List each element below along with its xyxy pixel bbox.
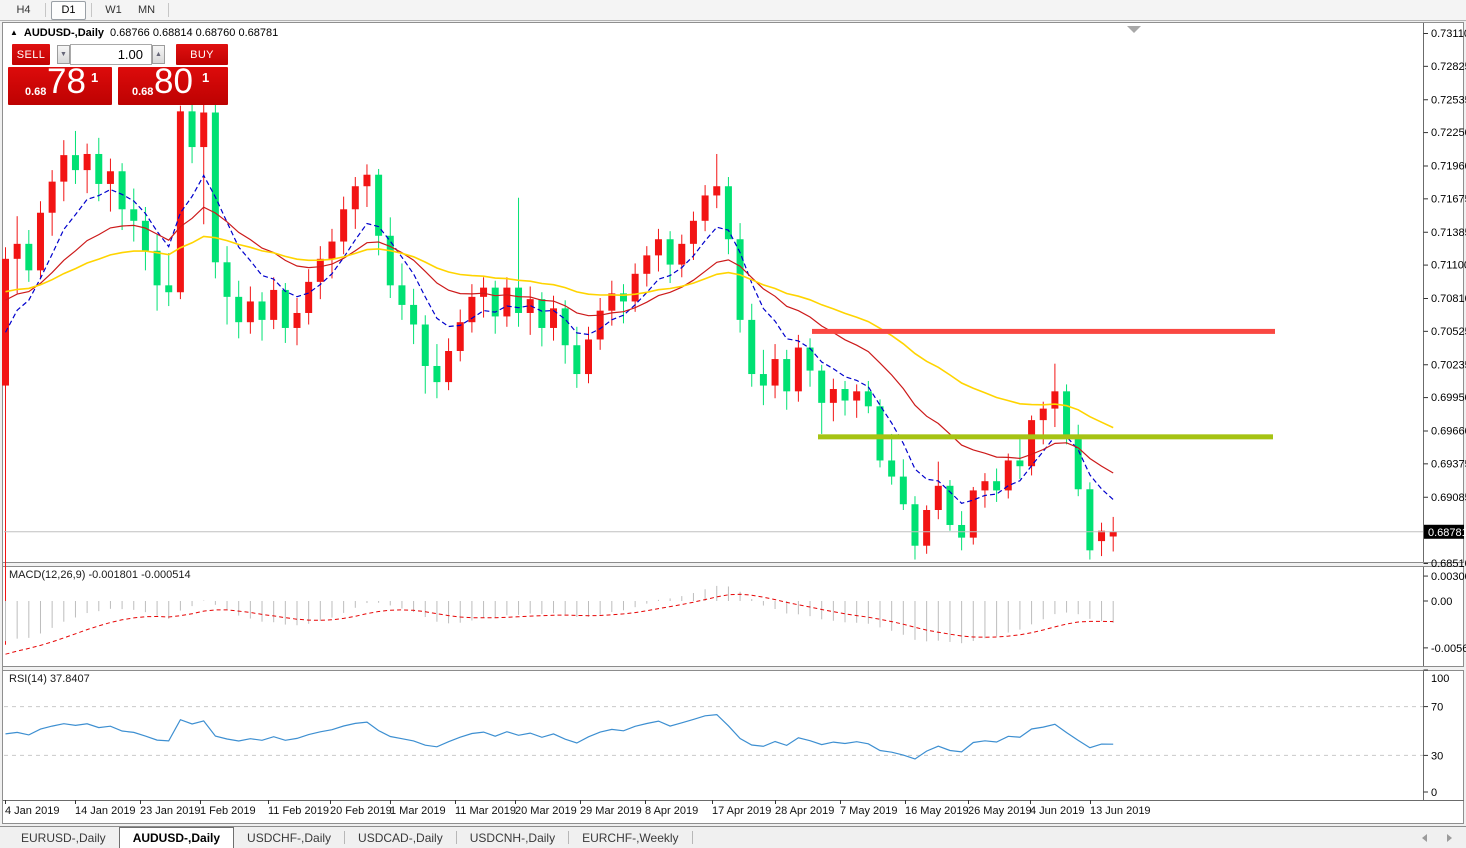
svg-text:16 May 2019: 16 May 2019: [905, 805, 969, 817]
volume-increase-button[interactable]: ▲: [152, 45, 165, 64]
chart-tab-usdcnh[interactable]: USDCNH-,Daily: [469, 830, 556, 845]
chart-title: ▲ AUDUSD-,Daily 0.68766 0.68814 0.68760 …: [10, 27, 278, 39]
svg-text:0.71675: 0.71675: [1431, 193, 1466, 205]
svg-text:-0.005648: -0.005648: [1431, 643, 1466, 655]
svg-text:0.72825: 0.72825: [1431, 61, 1466, 73]
toolbar-divider: [45, 3, 46, 17]
moving-average-lines: [4, 174, 1114, 504]
chart-tab-usdchf[interactable]: USDCHF-,Daily: [247, 830, 332, 845]
chart-tab-audusd[interactable]: AUDUSD-,Daily: [118, 827, 235, 848]
tab-scroll-left-icon[interactable]: [1422, 833, 1427, 842]
sell-price-big-digits: 78: [47, 62, 86, 101]
svg-text:26 May 2019: 26 May 2019: [968, 805, 1032, 817]
svg-text:0.00: 0.00: [1431, 596, 1452, 608]
svg-text:1 Feb 2019: 1 Feb 2019: [200, 805, 256, 817]
svg-text:100: 100: [1431, 673, 1449, 685]
tab-divider: [344, 831, 346, 844]
svg-text:0.70525: 0.70525: [1431, 326, 1466, 338]
svg-text:30: 30: [1431, 750, 1443, 762]
rsi-indicator-label: RSI(14) 37.8407: [9, 673, 90, 685]
chart-ohlc-values: 0.68766 0.68814 0.68760 0.68781: [110, 27, 279, 39]
svg-text:20 Mar 2019: 20 Mar 2019: [515, 805, 577, 817]
sell-price-quote[interactable]: 0.68 78 1: [8, 62, 112, 105]
resistance-line: [812, 328, 1275, 334]
sell-button[interactable]: SELL: [12, 44, 50, 65]
sell-price-pipette: 1: [91, 70, 99, 85]
buy-price-pipette: 1: [202, 70, 210, 85]
svg-text:29 Mar 2019: 29 Mar 2019: [580, 805, 642, 817]
tab-divider: [568, 831, 570, 844]
timeframe-button-mn[interactable]: MN: [137, 4, 156, 16]
buy-button[interactable]: BUY: [176, 44, 228, 65]
volume-input[interactable]: 1.00: [70, 44, 152, 65]
current-price-tag: 0.68781: [1424, 524, 1466, 539]
timeframe-button-w1[interactable]: W1: [105, 4, 122, 16]
collapse-trade-panel-icon[interactable]: ▲: [10, 27, 18, 37]
svg-text:0.68510: 0.68510: [1431, 558, 1466, 570]
macd-panel: 0.003003 0.00 -0.005648: [5, 571, 1466, 655]
svg-text:13 Jun 2019: 13 Jun 2019: [1090, 805, 1151, 817]
chart-tab-eurchf[interactable]: EURCHF-,Weekly: [582, 830, 679, 845]
chart-tab-usdcad[interactable]: USDCAD-,Daily: [358, 830, 443, 845]
support-line: [818, 434, 1273, 440]
svg-text:1 Mar 2019: 1 Mar 2019: [390, 805, 446, 817]
horizontal-level-lines[interactable]: [812, 328, 1275, 440]
toolbar-divider: [91, 3, 92, 17]
tab-divider: [455, 831, 457, 844]
toolbar-divider: [168, 3, 169, 17]
rsi-panel: 100 70 30 0: [4, 669, 1449, 799]
tab-divider: [691, 831, 693, 844]
svg-text:28 Apr 2019: 28 Apr 2019: [775, 805, 834, 817]
svg-text:0.72535: 0.72535: [1431, 94, 1466, 106]
volume-decrease-button[interactable]: ▼: [57, 45, 70, 64]
sell-price-prefix: 0.68: [25, 86, 47, 98]
svg-text:20 Feb 2019: 20 Feb 2019: [330, 805, 392, 817]
tab-scroll-right-icon[interactable]: [1447, 833, 1452, 842]
panel-splitters[interactable]: [3, 562, 1464, 671]
svg-text:4 Jan 2019: 4 Jan 2019: [5, 805, 59, 817]
svg-text:70: 70: [1431, 702, 1443, 714]
svg-text:0.71385: 0.71385: [1431, 227, 1466, 239]
svg-text:11 Mar 2019: 11 Mar 2019: [455, 805, 516, 817]
buy-price-big-digits: 80: [154, 62, 193, 101]
chart-tab-bar: EURUSD-,Daily AUDUSD-,Daily USDCHF-,Daily U…: [0, 826, 1466, 848]
timeframe-button-h4[interactable]: H4: [16, 4, 31, 16]
svg-text:14 Jan 2019: 14 Jan 2019: [75, 805, 136, 817]
svg-text:0: 0: [1431, 787, 1437, 799]
svg-text:17 Apr 2019: 17 Apr 2019: [712, 805, 771, 817]
svg-text:0.68781: 0.68781: [1428, 527, 1466, 539]
buy-price-quote[interactable]: 0.68 80 1: [118, 62, 228, 105]
tab-scroll-arrows: [1422, 827, 1466, 848]
timeframe-button-d1[interactable]: D1: [51, 0, 86, 20]
svg-text:0.69375: 0.69375: [1431, 458, 1466, 470]
svg-text:7 May 2019: 7 May 2019: [840, 805, 897, 817]
svg-text:0.70235: 0.70235: [1431, 359, 1466, 371]
chart-tab-eurusd[interactable]: EURUSD-,Daily: [21, 830, 106, 845]
one-click-trade-panel: SELL ▼ 1.00 ▲ BUY 0.68 78 1 0.68 80 1: [8, 44, 230, 106]
macd-indicator-label: MACD(12,26,9) -0.001801 -0.000514: [9, 569, 191, 581]
candlestick-series: [2, 96, 1117, 645]
svg-text:23 Jan 2019: 23 Jan 2019: [140, 805, 201, 817]
buy-price-prefix: 0.68: [132, 86, 154, 98]
svg-text:8 Apr 2019: 8 Apr 2019: [645, 805, 698, 817]
timeframe-toolbar: H4 D1 W1 MN: [0, 0, 1466, 21]
chart-shift-marker-icon[interactable]: [1127, 26, 1141, 33]
time-axis: 4 Jan 2019 14 Jan 2019 23 Jan 2019 1 Feb 20…: [5, 800, 1151, 817]
svg-text:0.003003: 0.003003: [1431, 571, 1466, 583]
chart-symbol-label: AUDUSD-,Daily: [23, 27, 104, 39]
svg-text:0.69085: 0.69085: [1431, 492, 1466, 504]
svg-text:11 Feb 2019: 11 Feb 2019: [268, 805, 329, 817]
svg-text:4 Jun 2019: 4 Jun 2019: [1030, 805, 1084, 817]
